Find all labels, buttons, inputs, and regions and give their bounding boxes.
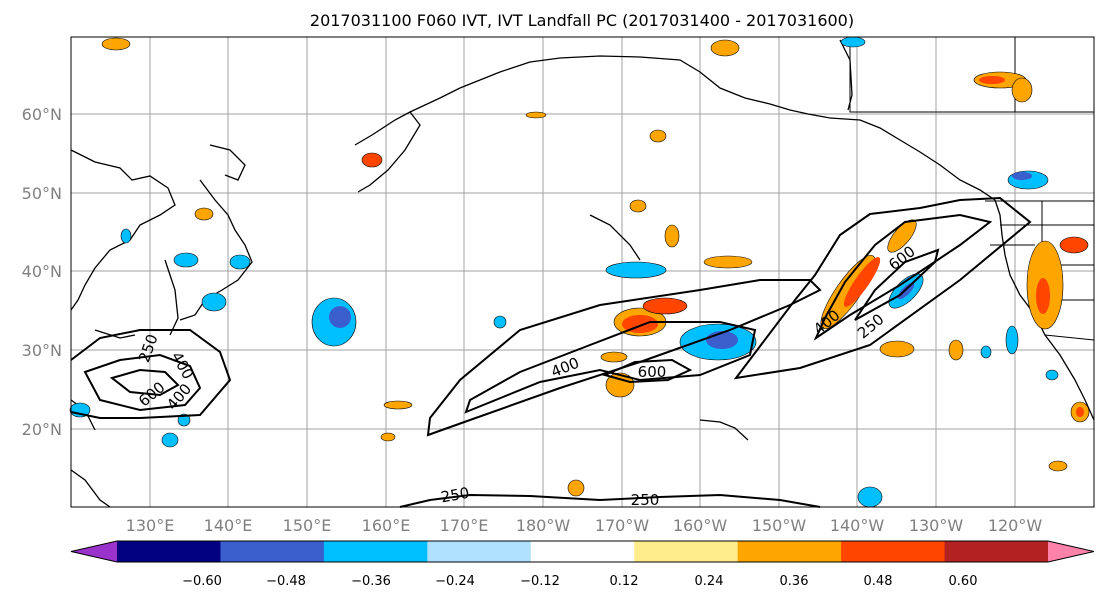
lon-label: 140°W — [830, 516, 885, 535]
map-panel: 400 600 600 400 600 400 250 250 250 400 … — [69, 36, 1095, 509]
colorbar-segment — [841, 541, 946, 562]
lon-label: 160°E — [362, 516, 411, 535]
colorbar-tick-label: 0.60 — [949, 574, 978, 589]
colorbar-tick-label: −0.12 — [520, 574, 560, 589]
ivt-contour-250-westcoast — [733, 196, 1032, 380]
ivt-contour-600-westcoast — [854, 248, 940, 321]
colorbar-segment — [427, 541, 532, 562]
lon-label: 180°W — [516, 516, 571, 535]
political-borders — [849, 37, 1095, 341]
colorbar-tick-label: −0.60 — [182, 574, 222, 589]
contour-label: 600 — [638, 363, 667, 381]
lat-label: 20°N — [22, 420, 62, 439]
ivt-contour-400-pacific — [464, 321, 757, 414]
lon-label: 140°E — [204, 516, 253, 535]
colorbar-tick-label: −0.24 — [435, 574, 475, 589]
latitude-labels: 60°N 50°N 40°N 30°N 20°N — [22, 105, 62, 439]
colorbar-tick-label: −0.48 — [266, 574, 306, 589]
colorbar-tick-label: 0.48 — [864, 574, 893, 589]
colorbar-tick-label: 0.36 — [780, 574, 809, 589]
ivt-contour-250-asia — [70, 329, 232, 419]
ivt-contours — [70, 196, 1032, 508]
lat-label: 40°N — [22, 262, 62, 281]
lat-label: 30°N — [22, 341, 62, 360]
colorbar-segment — [220, 541, 325, 562]
colorbar-tick-labels: −0.60 −0.48 −0.36 −0.24 −0.12 0.12 0.24 … — [182, 574, 977, 589]
colorbar-tick-label: 0.24 — [695, 574, 724, 589]
map-frame — [70, 36, 1095, 508]
ivt-contour-400-westcoast — [813, 213, 993, 341]
colorbar-segment — [117, 541, 221, 562]
coastlines — [70, 39, 1095, 508]
lon-label: 160°W — [673, 516, 728, 535]
lon-label: 120°W — [988, 516, 1043, 535]
colorbar-segment — [634, 541, 739, 562]
colorbar-outline — [70, 540, 1095, 563]
colorbar: −0.60 −0.48 −0.36 −0.24 −0.12 0.12 0.24 … — [70, 540, 1095, 589]
lon-label: 130°W — [909, 516, 964, 535]
map-background — [71, 37, 1094, 507]
longitude-labels: 130°E 140°E 150°E 160°E 170°E 180°W 170°… — [126, 516, 1043, 535]
colorbar-tick-label: −0.36 — [351, 574, 391, 589]
colorbar-segments — [70, 540, 1095, 563]
colorbar-segment — [323, 541, 428, 562]
ivt-contour-600-asia — [109, 368, 180, 397]
lon-label: 150°W — [752, 516, 807, 535]
ivt-contour-400-asia — [83, 353, 202, 412]
colorbar-segment — [530, 541, 635, 562]
lon-label: 170°W — [595, 516, 650, 535]
contour-label: 250 — [631, 491, 660, 509]
colorbar-tick-label: 0.12 — [610, 574, 639, 589]
colorbar-segment — [737, 541, 842, 562]
ivt-contour-250-south — [399, 493, 821, 508]
colorbar-segment — [944, 541, 1049, 562]
figure-title: 2017031100 F060 IVT, IVT Landfall PC (20… — [310, 11, 854, 30]
lon-label: 130°E — [126, 516, 175, 535]
lon-label: 170°E — [440, 516, 489, 535]
colorbar-extend-high — [1048, 541, 1094, 562]
positive-anomaly-patches — [101, 37, 1090, 497]
contour-label: 250 — [439, 484, 470, 507]
lat-label: 50°N — [22, 184, 62, 203]
lat-label: 60°N — [22, 105, 62, 124]
colorbar-extend-low — [71, 541, 117, 562]
lon-label: 150°E — [283, 516, 332, 535]
ivt-contour-600-pacific — [602, 358, 693, 384]
